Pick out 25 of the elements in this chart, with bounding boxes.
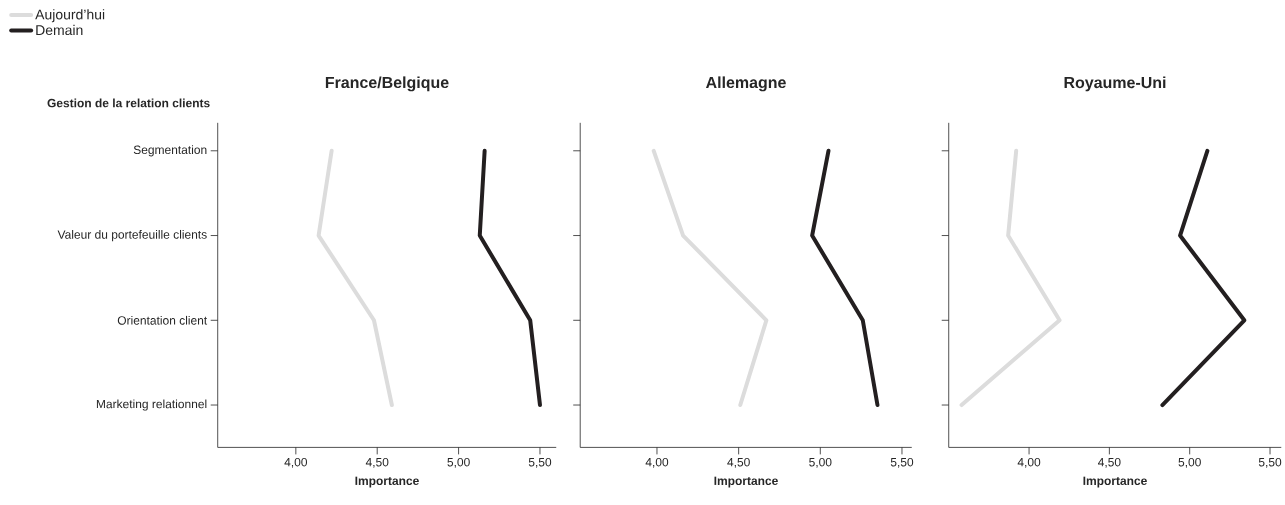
y-axis-title: Gestion de la relation clients [47,98,210,108]
legend-label: Demain [36,24,83,35]
x-tick-label: 4,50 [1097,457,1121,468]
x-axis-title: Importance [355,476,419,488]
x-axis-title: Importance [1083,476,1147,488]
chart-title: Allemagne [705,76,786,92]
y-tick-label: Segmentation [133,145,207,157]
chart-title: Royaume-Uni [1064,76,1166,92]
y-tick-label: Marketing relationnel [96,399,207,411]
y-tick-label: Orientation client [117,315,208,325]
legend-label: Aujourd’hui [35,9,105,23]
x-tick-label: 5,00 [1178,457,1201,468]
x-tick-label: 4,50 [727,457,750,468]
x-tick-label: 4,50 [365,457,389,468]
x-tick-label: 5,00 [447,457,470,468]
x-tick-label: 4,00 [284,457,308,468]
x-tick-label: 5,00 [809,457,832,468]
x-tick-label: 4,00 [645,457,669,468]
y-tick-label: Valeur du portefeuille clients [57,229,207,241]
x-axis-title: Importance [714,476,778,488]
chart-title: France/Belgique [325,76,449,92]
x-tick-label: 5,50 [528,457,552,468]
x-tick-label: 5,50 [1258,457,1282,468]
x-tick-label: 4,00 [1017,457,1041,468]
x-tick-label: 5,50 [890,457,914,468]
